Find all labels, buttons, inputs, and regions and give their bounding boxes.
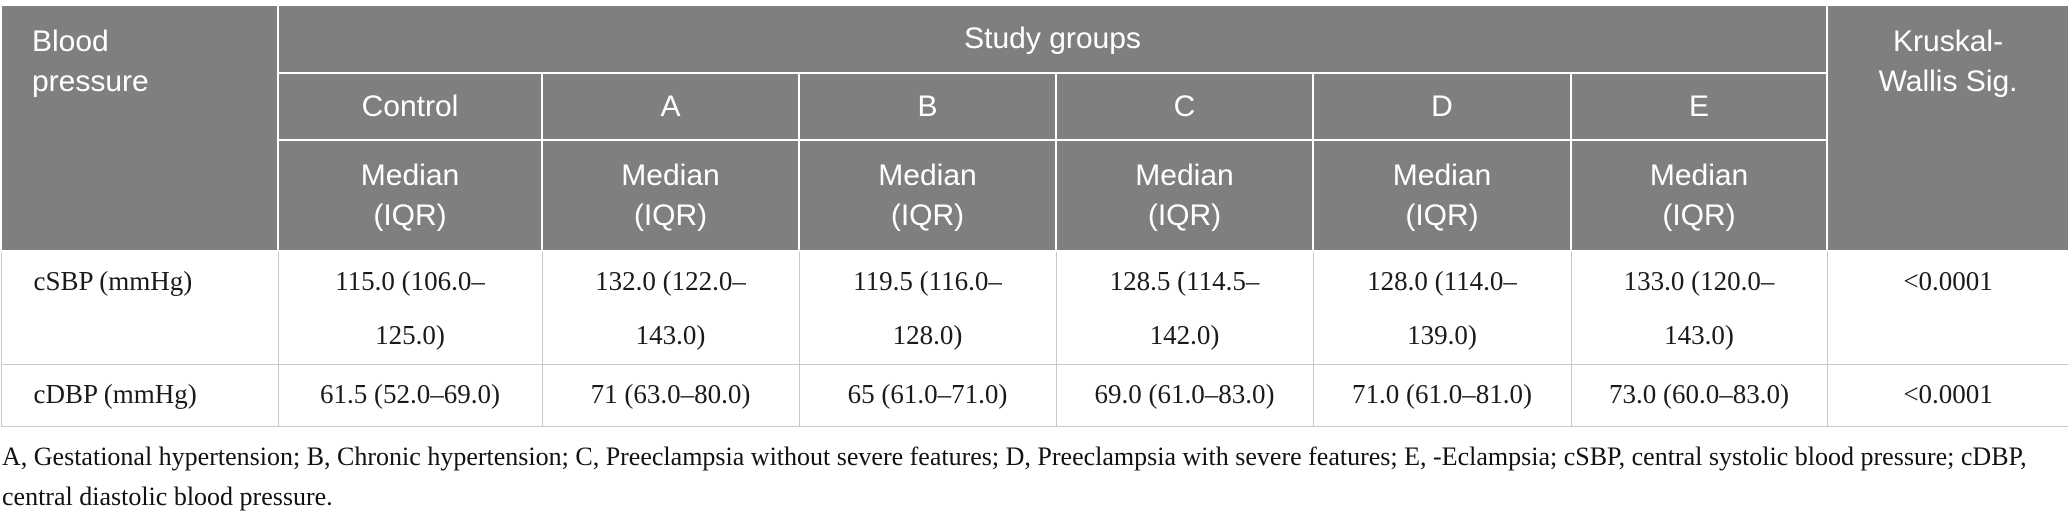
blood-pressure-table: Blood pressure Study groups Kruskal- Wal… [0, 4, 2068, 427]
subheader-median-iqr: Median (IQR) [1569, 139, 1829, 252]
group-header-d: D [1312, 72, 1572, 141]
cdbp-group-c-value: 69.0 (61.0–83.0) [1055, 364, 1314, 427]
subheader-median-iqr: Median (IQR) [1312, 139, 1572, 252]
subheader-median-iqr: Median (IQR) [277, 139, 543, 252]
cdbp-group-e-value: 73.0 (60.0–83.0) [1570, 364, 1828, 427]
column-header-study-groups: Study groups [276, 4, 1829, 74]
cdbp-group-a-value: 71 (63.0–80.0) [541, 364, 800, 427]
column-header-kruskal-wallis: Kruskal- Wallis Sig. [1826, 4, 2068, 252]
csbp-group-c-value: 128.5 (114.5– 142.0) [1055, 250, 1314, 365]
column-header-blood-pressure: Blood pressure [0, 4, 279, 252]
group-header-b: B [798, 72, 1057, 141]
cdbp-control-value: 61.5 (52.0–69.0) [277, 364, 543, 427]
csbp-control-value: 115.0 (106.0– 125.0) [277, 250, 543, 365]
table-row-csbp: cSBP (mmHg) 115.0 (106.0– 125.0) 132.0 (… [0, 250, 2068, 365]
group-header-c: C [1055, 72, 1314, 141]
group-header-e: E [1569, 72, 1829, 141]
header-row-study-groups: Blood pressure Study groups Kruskal- Wal… [0, 4, 2068, 252]
cdbp-group-d-value: 71.0 (61.0–81.0) [1312, 364, 1572, 427]
table-footnote-abbreviations: A, Gestational hypertension; B, Chronic … [2, 442, 2027, 511]
subheader-median-iqr: Median (IQR) [541, 139, 800, 252]
table-body: cSBP (mmHg) 115.0 (106.0– 125.0) 132.0 (… [0, 250, 2068, 427]
subheader-median-iqr: Median (IQR) [798, 139, 1057, 252]
subheader-median-iqr: Median (IQR) [1055, 139, 1314, 252]
csbp-group-a-value: 132.0 (122.0– 143.0) [541, 250, 800, 365]
row-label-cdbp: cDBP (mmHg) [0, 364, 279, 427]
header-row-median-iqr: Median (IQR) Median (IQR) Median (IQR) M… [1, 139, 2068, 252]
group-header-a: A [541, 72, 800, 141]
cdbp-group-b-value: 65 (61.0–71.0) [798, 364, 1057, 427]
csbp-significance-value: <0.0001 [1826, 250, 2068, 365]
csbp-group-e-value: 133.0 (120.0– 143.0) [1570, 250, 1828, 365]
csbp-group-d-value: 128.0 (114.0– 139.0) [1312, 250, 1572, 365]
table-header: Blood pressure Study groups Kruskal- Wal… [0, 4, 2068, 252]
group-header-control: Control [277, 72, 543, 141]
row-label-csbp: cSBP (mmHg) [0, 250, 279, 365]
header-row-group-names: Control A B C D E [1, 72, 2068, 141]
paper-table-page: Blood pressure Study groups Kruskal- Wal… [0, 4, 2068, 514]
cdbp-significance-value: <0.0001 [1826, 364, 2068, 427]
table-row-cdbp: cDBP (mmHg) 61.5 (52.0–69.0) 71 (63.0–80… [0, 364, 2068, 427]
csbp-group-b-value: 119.5 (116.0– 128.0) [798, 250, 1057, 365]
